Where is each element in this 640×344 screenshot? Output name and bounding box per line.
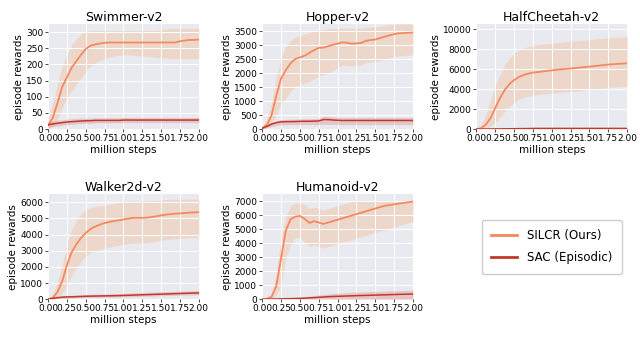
Title: Walker2d-v2: Walker2d-v2 bbox=[84, 181, 163, 194]
Y-axis label: episode rewards: episode rewards bbox=[222, 204, 232, 290]
Y-axis label: episode rewards: episode rewards bbox=[14, 34, 24, 119]
X-axis label: million steps: million steps bbox=[305, 315, 371, 325]
Y-axis label: episode rewards: episode rewards bbox=[8, 204, 18, 290]
Title: Hopper-v2: Hopper-v2 bbox=[305, 11, 370, 24]
Legend: SILCR (Ours), SAC (Episodic): SILCR (Ours), SAC (Episodic) bbox=[482, 219, 621, 274]
Y-axis label: episode rewards: episode rewards bbox=[431, 34, 441, 119]
X-axis label: million steps: million steps bbox=[90, 145, 157, 155]
Title: HalfCheetah-v2: HalfCheetah-v2 bbox=[503, 11, 600, 24]
X-axis label: million steps: million steps bbox=[305, 145, 371, 155]
Y-axis label: episode rewards: episode rewards bbox=[222, 34, 232, 119]
X-axis label: million steps: million steps bbox=[90, 315, 157, 325]
X-axis label: million steps: million steps bbox=[518, 145, 585, 155]
Title: Humanoid-v2: Humanoid-v2 bbox=[296, 181, 380, 194]
Title: Swimmer-v2: Swimmer-v2 bbox=[84, 11, 162, 24]
